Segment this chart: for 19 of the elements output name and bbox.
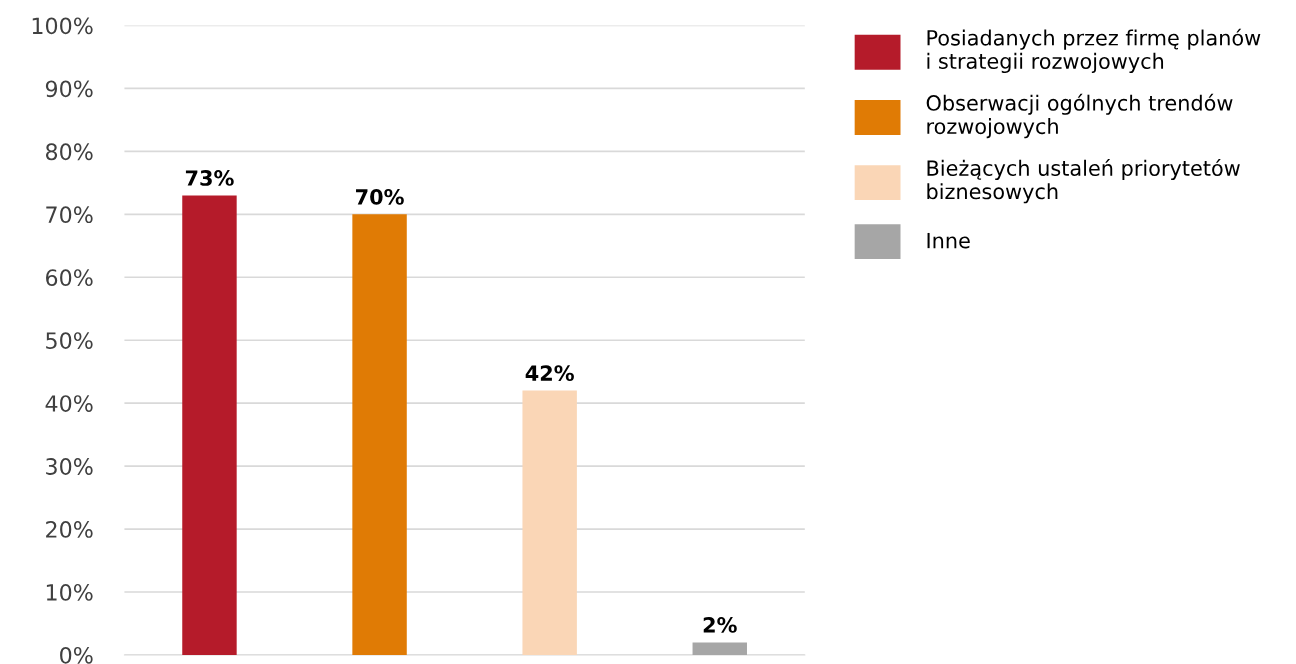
y-tick-label: 100%: [32, 17, 93, 35]
y-tick-label: 70%: [46, 206, 93, 224]
y-tick-label: 50%: [46, 332, 93, 349]
y-tick-label: 20%: [46, 521, 93, 538]
data-label: 70%: [356, 188, 404, 205]
y-tick-label: 40%: [45, 395, 93, 412]
legend-label: Bieżących ustaleń priorytetów biznesowych: [927, 159, 1240, 204]
data-label: 2%: [703, 617, 737, 633]
y-tick-label: 0%: [60, 646, 93, 664]
y-tick-label: 30%: [46, 458, 93, 475]
data-label: 73%: [185, 170, 234, 186]
y-tick-label: 60%: [46, 269, 93, 287]
legend-label: Posiadanych przez firmę planów i strategii rozwojowych: [927, 28, 1261, 74]
y-tick-label: 80%: [45, 143, 93, 161]
y-tick-label: 90%: [45, 80, 93, 98]
legend-label: Obserwacji ogólnych trendów rozwojowych: [926, 93, 1233, 139]
legend-label: Inne: [927, 232, 970, 249]
data-label: 42%: [525, 365, 574, 381]
y-tick-label: 10%: [46, 583, 93, 601]
